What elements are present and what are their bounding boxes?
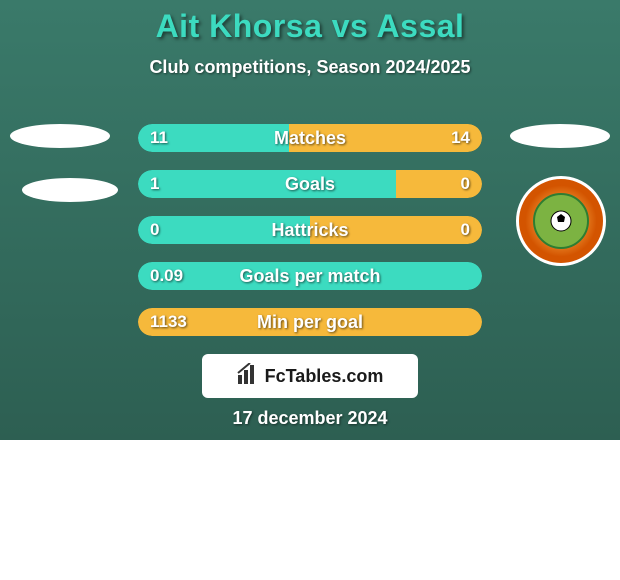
- stat-row: Goals1 0: [138, 170, 482, 198]
- stat-label: Goals: [138, 170, 482, 198]
- stat-label: Hattricks: [138, 216, 482, 244]
- stat-row: Hattricks0 0: [138, 216, 482, 244]
- stat-value-right: 14: [451, 124, 470, 152]
- stat-value-left: 1133: [150, 308, 187, 336]
- stat-row: Min per goal1133: [138, 308, 482, 336]
- player-left-avatar-placeholder: [10, 124, 110, 148]
- page-title: Ait Khorsa vs Assal: [0, 0, 620, 45]
- comparison-panel: Ait Khorsa vs Assal Club competitions, S…: [0, 0, 620, 440]
- branding-logo[interactable]: FcTables.com: [202, 354, 418, 398]
- branding-text: FcTables.com: [265, 366, 384, 387]
- stat-label: Goals per match: [138, 262, 482, 290]
- stats-container: Matches1114Goals10Hattricks00Goals per m…: [138, 124, 482, 354]
- stat-row: Goals per match0.09: [138, 262, 482, 290]
- stat-label: Matches: [138, 124, 482, 152]
- stat-value-left: 0.09: [150, 262, 183, 290]
- snapshot-date: 17 december 2024: [0, 408, 620, 429]
- club-badge-inner: [533, 193, 589, 249]
- stat-value-left: 0: [150, 216, 159, 244]
- player-left-club-placeholder: [22, 178, 118, 202]
- player-right-avatar-placeholder: [510, 124, 610, 148]
- football-icon: [547, 207, 575, 235]
- page-subtitle: Club competitions, Season 2024/2025: [0, 57, 620, 78]
- stat-value-right: 0: [461, 216, 470, 244]
- player-right-club-badge: [516, 176, 606, 266]
- stat-value-left: 1: [150, 170, 159, 198]
- stat-value-right: 0: [461, 170, 470, 198]
- chart-icon: [237, 363, 259, 390]
- stat-row: Matches11 14: [138, 124, 482, 152]
- stat-value-left: 11: [150, 124, 168, 152]
- stat-label: Min per goal: [138, 308, 482, 336]
